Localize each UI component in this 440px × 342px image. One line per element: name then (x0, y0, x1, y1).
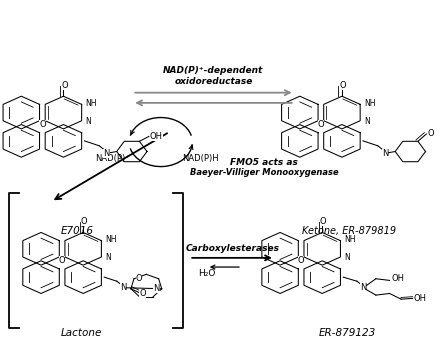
Text: N: N (105, 253, 111, 262)
Text: O: O (320, 217, 326, 226)
Text: N: N (103, 149, 110, 158)
Text: Lactone: Lactone (61, 328, 103, 338)
Text: FMO5 acts as: FMO5 acts as (230, 158, 298, 167)
Text: ER-879123: ER-879123 (319, 328, 376, 338)
Text: O: O (139, 289, 146, 298)
Text: NH: NH (85, 99, 97, 108)
Text: N: N (364, 117, 370, 126)
Text: NH: NH (344, 235, 356, 244)
Text: O: O (298, 256, 304, 265)
Text: N: N (85, 117, 91, 126)
Text: N: N (120, 283, 126, 292)
Text: E7016: E7016 (61, 226, 94, 236)
Text: O: O (39, 120, 46, 129)
Text: H₂O: H₂O (198, 269, 216, 278)
Text: O: O (59, 256, 66, 265)
Text: NH: NH (105, 235, 117, 244)
Text: O: O (61, 81, 68, 90)
Text: N: N (153, 284, 160, 293)
Text: O: O (427, 130, 434, 139)
Text: NAD(P)⁺: NAD(P)⁺ (95, 154, 130, 162)
Text: OH: OH (414, 294, 427, 303)
Text: N: N (344, 253, 350, 262)
Text: O: O (81, 217, 88, 226)
Text: N: N (360, 283, 367, 292)
Text: O: O (318, 120, 324, 129)
Text: NH: NH (364, 99, 375, 108)
Text: O: O (136, 274, 142, 283)
Text: oxidoreductase: oxidoreductase (174, 77, 253, 86)
Text: Baeyer-Villiger Monooxygenase: Baeyer-Villiger Monooxygenase (190, 168, 338, 177)
Text: O: O (340, 81, 346, 90)
Text: OH: OH (150, 132, 163, 141)
Text: OH: OH (392, 274, 405, 283)
Text: Ketone, ER-879819: Ketone, ER-879819 (302, 226, 396, 236)
Text: Carboxylesterases: Carboxylesterases (185, 244, 279, 253)
Text: NAD(P)⁺-dependent: NAD(P)⁺-dependent (163, 66, 264, 75)
Text: N: N (382, 149, 388, 158)
Text: NAD(P)H: NAD(P)H (182, 154, 219, 162)
